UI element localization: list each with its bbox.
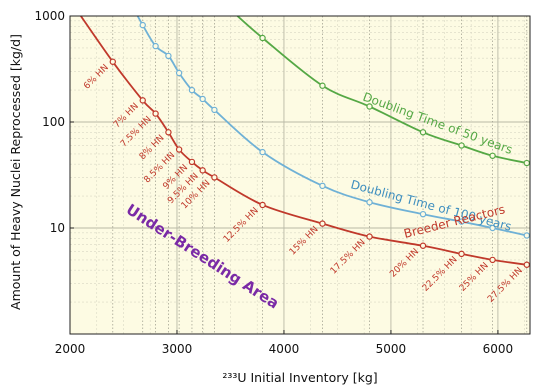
x-tick-label: 2000 [55,342,86,356]
data-point-dt100 [419,210,427,218]
data-point-breeder [523,261,530,268]
series-line-breeder [79,16,527,266]
data-point-dt100 [211,106,218,114]
x-tick-label: 6000 [483,342,514,356]
data-point-breeder [188,158,196,166]
y-tick-label: 100 [42,115,65,129]
data-point-dt100 [366,199,373,206]
data-point-breeder [199,167,206,174]
data-point-dt100 [152,42,159,50]
data-point-dt100 [165,52,172,60]
series-layer [79,16,530,268]
data-point-dt50 [523,159,530,167]
data-point-breeder [458,250,465,258]
series-line-dt50 [236,16,527,164]
data-point-dt50 [419,129,427,136]
data-point-breeder [366,233,373,240]
data-point-dt100 [175,69,183,77]
data-point-dt50 [366,103,373,110]
y-tick-label: 1000 [34,9,65,23]
data-point-breeder [152,110,159,117]
data-point-dt100 [458,218,465,225]
y-tick-label: 10 [50,221,65,235]
data-point-breeder [175,146,183,153]
data-point-breeder [419,242,427,249]
data-point-breeder [489,256,496,264]
data-point-dt100 [188,86,196,94]
data-point-breeder [259,201,266,209]
x-tick-label: 3000 [162,342,193,356]
x-tick-label: 5000 [376,342,407,356]
data-point-breeder [109,58,116,65]
data-point-dt100 [259,148,266,156]
data-point-dt100 [523,232,530,239]
data-point-dt50 [458,142,465,149]
data-point-dt50 [259,34,266,42]
data-point-breeder [319,220,326,227]
data-point-breeder [165,129,172,136]
data-point-breeder [211,174,218,181]
data-point-dt100 [139,21,146,29]
data-point-breeder [139,97,146,104]
x-axis-title: ²³³U Initial Inventory [kg] [222,370,377,385]
data-point-dt100 [199,95,206,103]
axis-ticks: 2000 3000 4000 5000 6000 10 100 1000 [34,9,513,356]
plot-frame [69,15,531,335]
x-tick-label: 4000 [269,342,300,356]
y-axis-title: Amount of Heavy Nuclei Reprocessed [kg/d… [8,34,23,310]
data-point-dt100 [489,224,496,232]
data-point-dt50 [489,152,496,159]
data-point-dt50 [319,82,326,89]
data-point-dt100 [319,182,326,190]
grid-lines [70,16,530,334]
